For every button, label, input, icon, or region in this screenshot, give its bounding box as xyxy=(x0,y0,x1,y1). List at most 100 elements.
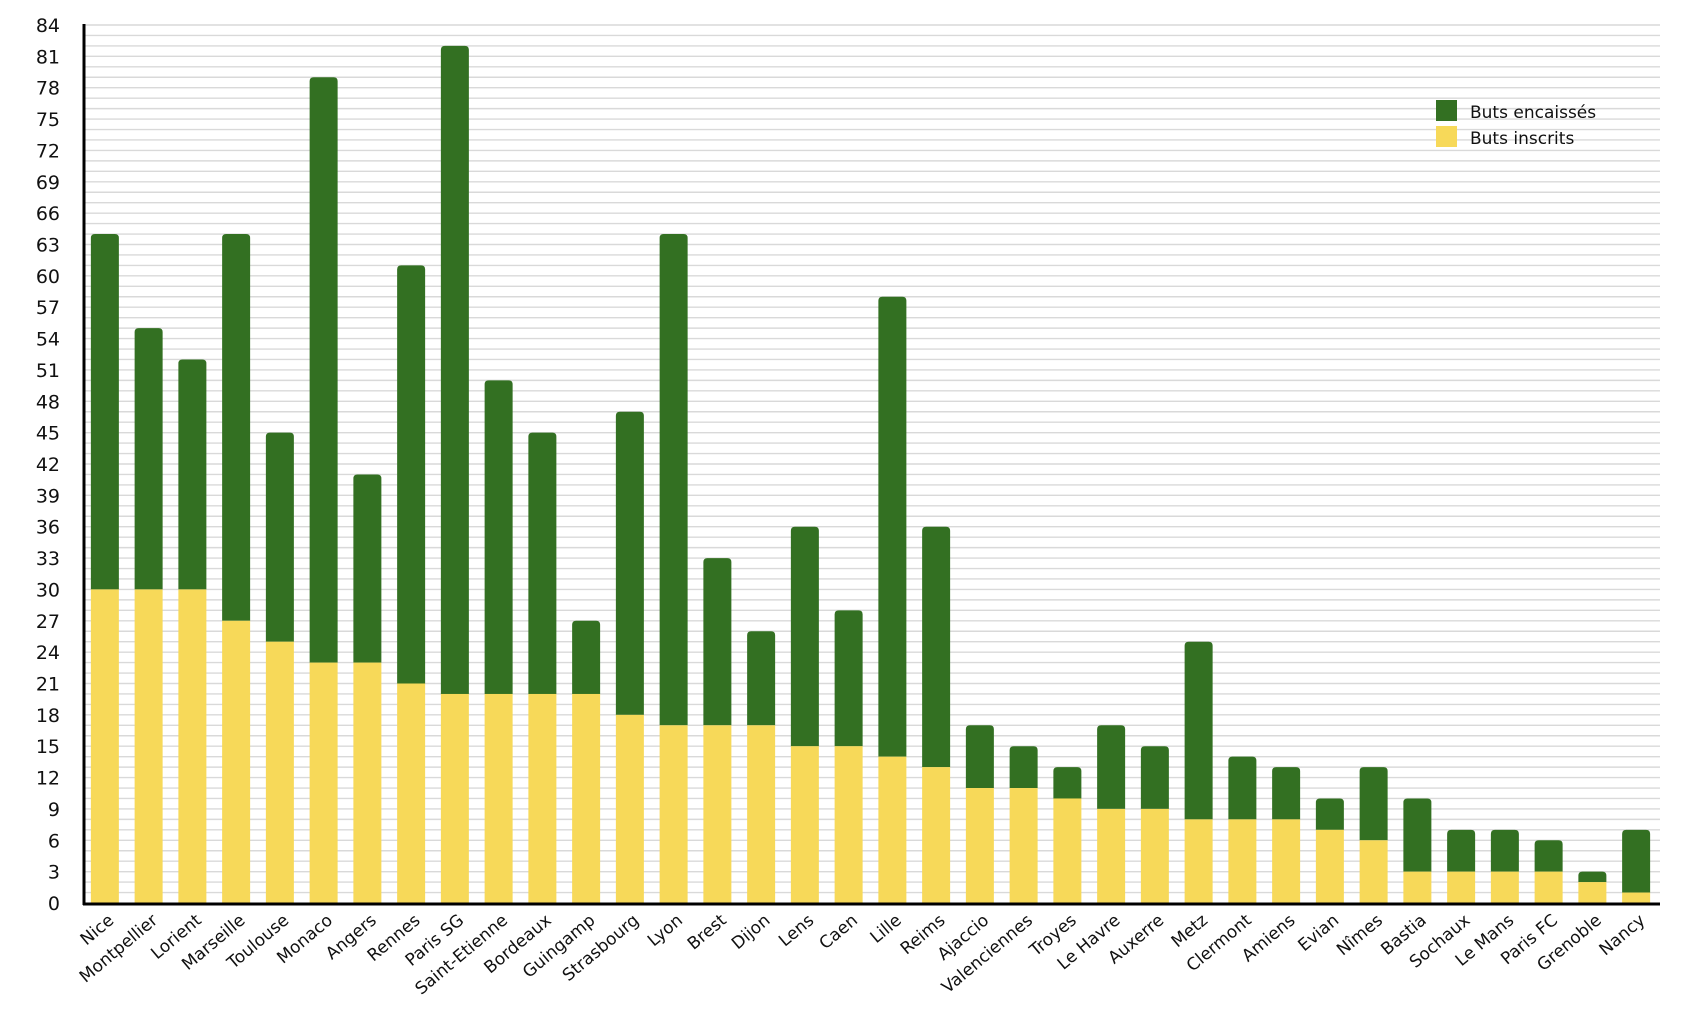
bar-scored-Le Mans xyxy=(1490,871,1519,903)
bar-scored-Lorient xyxy=(178,589,207,903)
y-tick-label: 24 xyxy=(36,642,60,664)
legend-label-conceded: Buts encaissés xyxy=(1470,103,1596,123)
bar-conceded-Troyes xyxy=(1053,767,1082,799)
y-tick-label: 3 xyxy=(48,862,60,884)
bar-conceded-Rennes xyxy=(397,265,426,684)
bar-scored-Grenoble xyxy=(1578,882,1607,903)
y-tick-label: 18 xyxy=(36,705,60,727)
bar-scored-Paris SG xyxy=(440,693,469,903)
bar-scored-Bastia xyxy=(1403,871,1432,903)
y-tick-label: 63 xyxy=(36,235,60,257)
bar-conceded-Saint-Etienne xyxy=(484,380,513,694)
x-tick-label: Lyon xyxy=(644,911,687,951)
bar-conceded-Monaco xyxy=(309,77,338,663)
y-tick-label: 36 xyxy=(36,517,60,539)
y-tick-label: 84 xyxy=(36,15,60,37)
bar-conceded-Nice xyxy=(90,234,119,590)
bar-conceded-Sochaux xyxy=(1447,829,1476,872)
bar-scored-Lille xyxy=(878,756,907,903)
y-tick-label: 72 xyxy=(36,140,60,162)
bar-scored-Brest xyxy=(703,725,732,903)
y-tick-label: 30 xyxy=(36,579,60,601)
x-tick-label: Caen xyxy=(816,911,862,954)
bar-scored-Bordeaux xyxy=(528,693,557,903)
bar-conceded-Lyon xyxy=(659,234,688,726)
bar-scored-Guingamp xyxy=(572,693,601,903)
bar-conceded-Bordeaux xyxy=(528,432,557,694)
bar-scored-Dijon xyxy=(747,725,776,903)
bar-scored-Saint-Etienne xyxy=(484,693,513,903)
y-tick-label: 60 xyxy=(36,266,60,288)
x-tick-label: Dijon xyxy=(728,911,774,954)
bar-conceded-Caen xyxy=(834,610,863,747)
bar-conceded-Le Mans xyxy=(1490,829,1519,872)
y-tick-label: 57 xyxy=(36,297,60,319)
bar-conceded-Evian xyxy=(1315,798,1344,830)
x-axis-labels: NiceMontpellierLorientMarseilleToulouseM… xyxy=(76,910,1649,999)
bar-conceded-Amiens xyxy=(1272,767,1301,820)
y-tick-label: 78 xyxy=(36,78,60,100)
y-tick-label: 27 xyxy=(36,611,60,633)
legend-label-scored: Buts inscrits xyxy=(1470,129,1574,149)
y-tick-label: 33 xyxy=(36,548,60,570)
bar-scored-Rennes xyxy=(397,683,426,903)
y-tick-label: 66 xyxy=(36,203,60,225)
bar-scored-Nancy xyxy=(1622,892,1651,903)
bar-conceded-Nancy xyxy=(1622,829,1651,893)
y-tick-label: 0 xyxy=(48,893,60,915)
bars xyxy=(90,45,1651,903)
bar-conceded-Angers xyxy=(353,474,382,663)
bar-scored-Ajaccio xyxy=(965,788,994,903)
y-tick-label: 21 xyxy=(36,674,60,696)
bar-conceded-Brest xyxy=(703,558,732,726)
bar-scored-Strasbourg xyxy=(615,714,644,903)
x-tick-label: Nîmes xyxy=(1333,910,1387,960)
bar-scored-Monaco xyxy=(309,662,338,903)
legend-swatch-scored xyxy=(1436,126,1457,147)
bar-conceded-Paris FC xyxy=(1534,840,1563,872)
bar-scored-Reims xyxy=(922,767,951,903)
bar-scored-Auxerre xyxy=(1140,808,1169,903)
y-tick-label: 6 xyxy=(48,830,60,852)
x-tick-label: Nancy xyxy=(1596,911,1650,961)
y-tick-label: 75 xyxy=(36,109,60,131)
bar-conceded-Strasbourg xyxy=(615,411,644,715)
bar-scored-Amiens xyxy=(1272,819,1301,903)
y-tick-label: 69 xyxy=(36,172,60,194)
y-tick-label: 81 xyxy=(36,46,60,68)
bar-scored-Caen xyxy=(834,746,863,903)
bar-scored-Le Havre xyxy=(1097,808,1126,903)
bar-scored-Nîmes xyxy=(1359,840,1388,903)
bar-conceded-Lorient xyxy=(178,359,207,590)
bar-scored-Sochaux xyxy=(1447,871,1476,903)
y-tick-label: 39 xyxy=(36,485,60,507)
bar-conceded-Valenciennes xyxy=(1009,746,1038,789)
y-tick-label: 9 xyxy=(48,799,60,821)
bar-conceded-Bastia xyxy=(1403,798,1432,872)
bar-conceded-Metz xyxy=(1184,641,1213,820)
y-tick-label: 51 xyxy=(36,360,60,382)
legend-swatch-conceded xyxy=(1436,100,1457,121)
bar-scored-Paris FC xyxy=(1534,871,1563,903)
y-tick-label: 54 xyxy=(36,329,60,351)
x-tick-label: Brest xyxy=(684,910,731,954)
bar-conceded-Paris SG xyxy=(440,45,469,694)
axes xyxy=(82,24,1660,906)
bar-scored-Toulouse xyxy=(265,641,294,903)
y-tick-label: 42 xyxy=(36,454,60,476)
bar-scored-Marseille xyxy=(222,620,251,903)
bar-scored-Valenciennes xyxy=(1009,788,1038,903)
bar-conceded-Guingamp xyxy=(572,620,601,694)
bar-scored-Lyon xyxy=(659,725,688,903)
y-axis-ticks: 0369121518212427303336394245485154576063… xyxy=(36,15,60,915)
bar-scored-Lens xyxy=(790,746,819,903)
bar-conceded-Toulouse xyxy=(265,432,294,642)
gridlines xyxy=(85,24,1660,894)
bar-conceded-Reims xyxy=(922,526,951,768)
bar-conceded-Dijon xyxy=(747,631,776,726)
bar-scored-Evian xyxy=(1315,829,1344,903)
y-tick-label: 45 xyxy=(36,423,60,445)
y-tick-label: 12 xyxy=(36,768,60,790)
x-tick-label: Lens xyxy=(775,910,818,951)
